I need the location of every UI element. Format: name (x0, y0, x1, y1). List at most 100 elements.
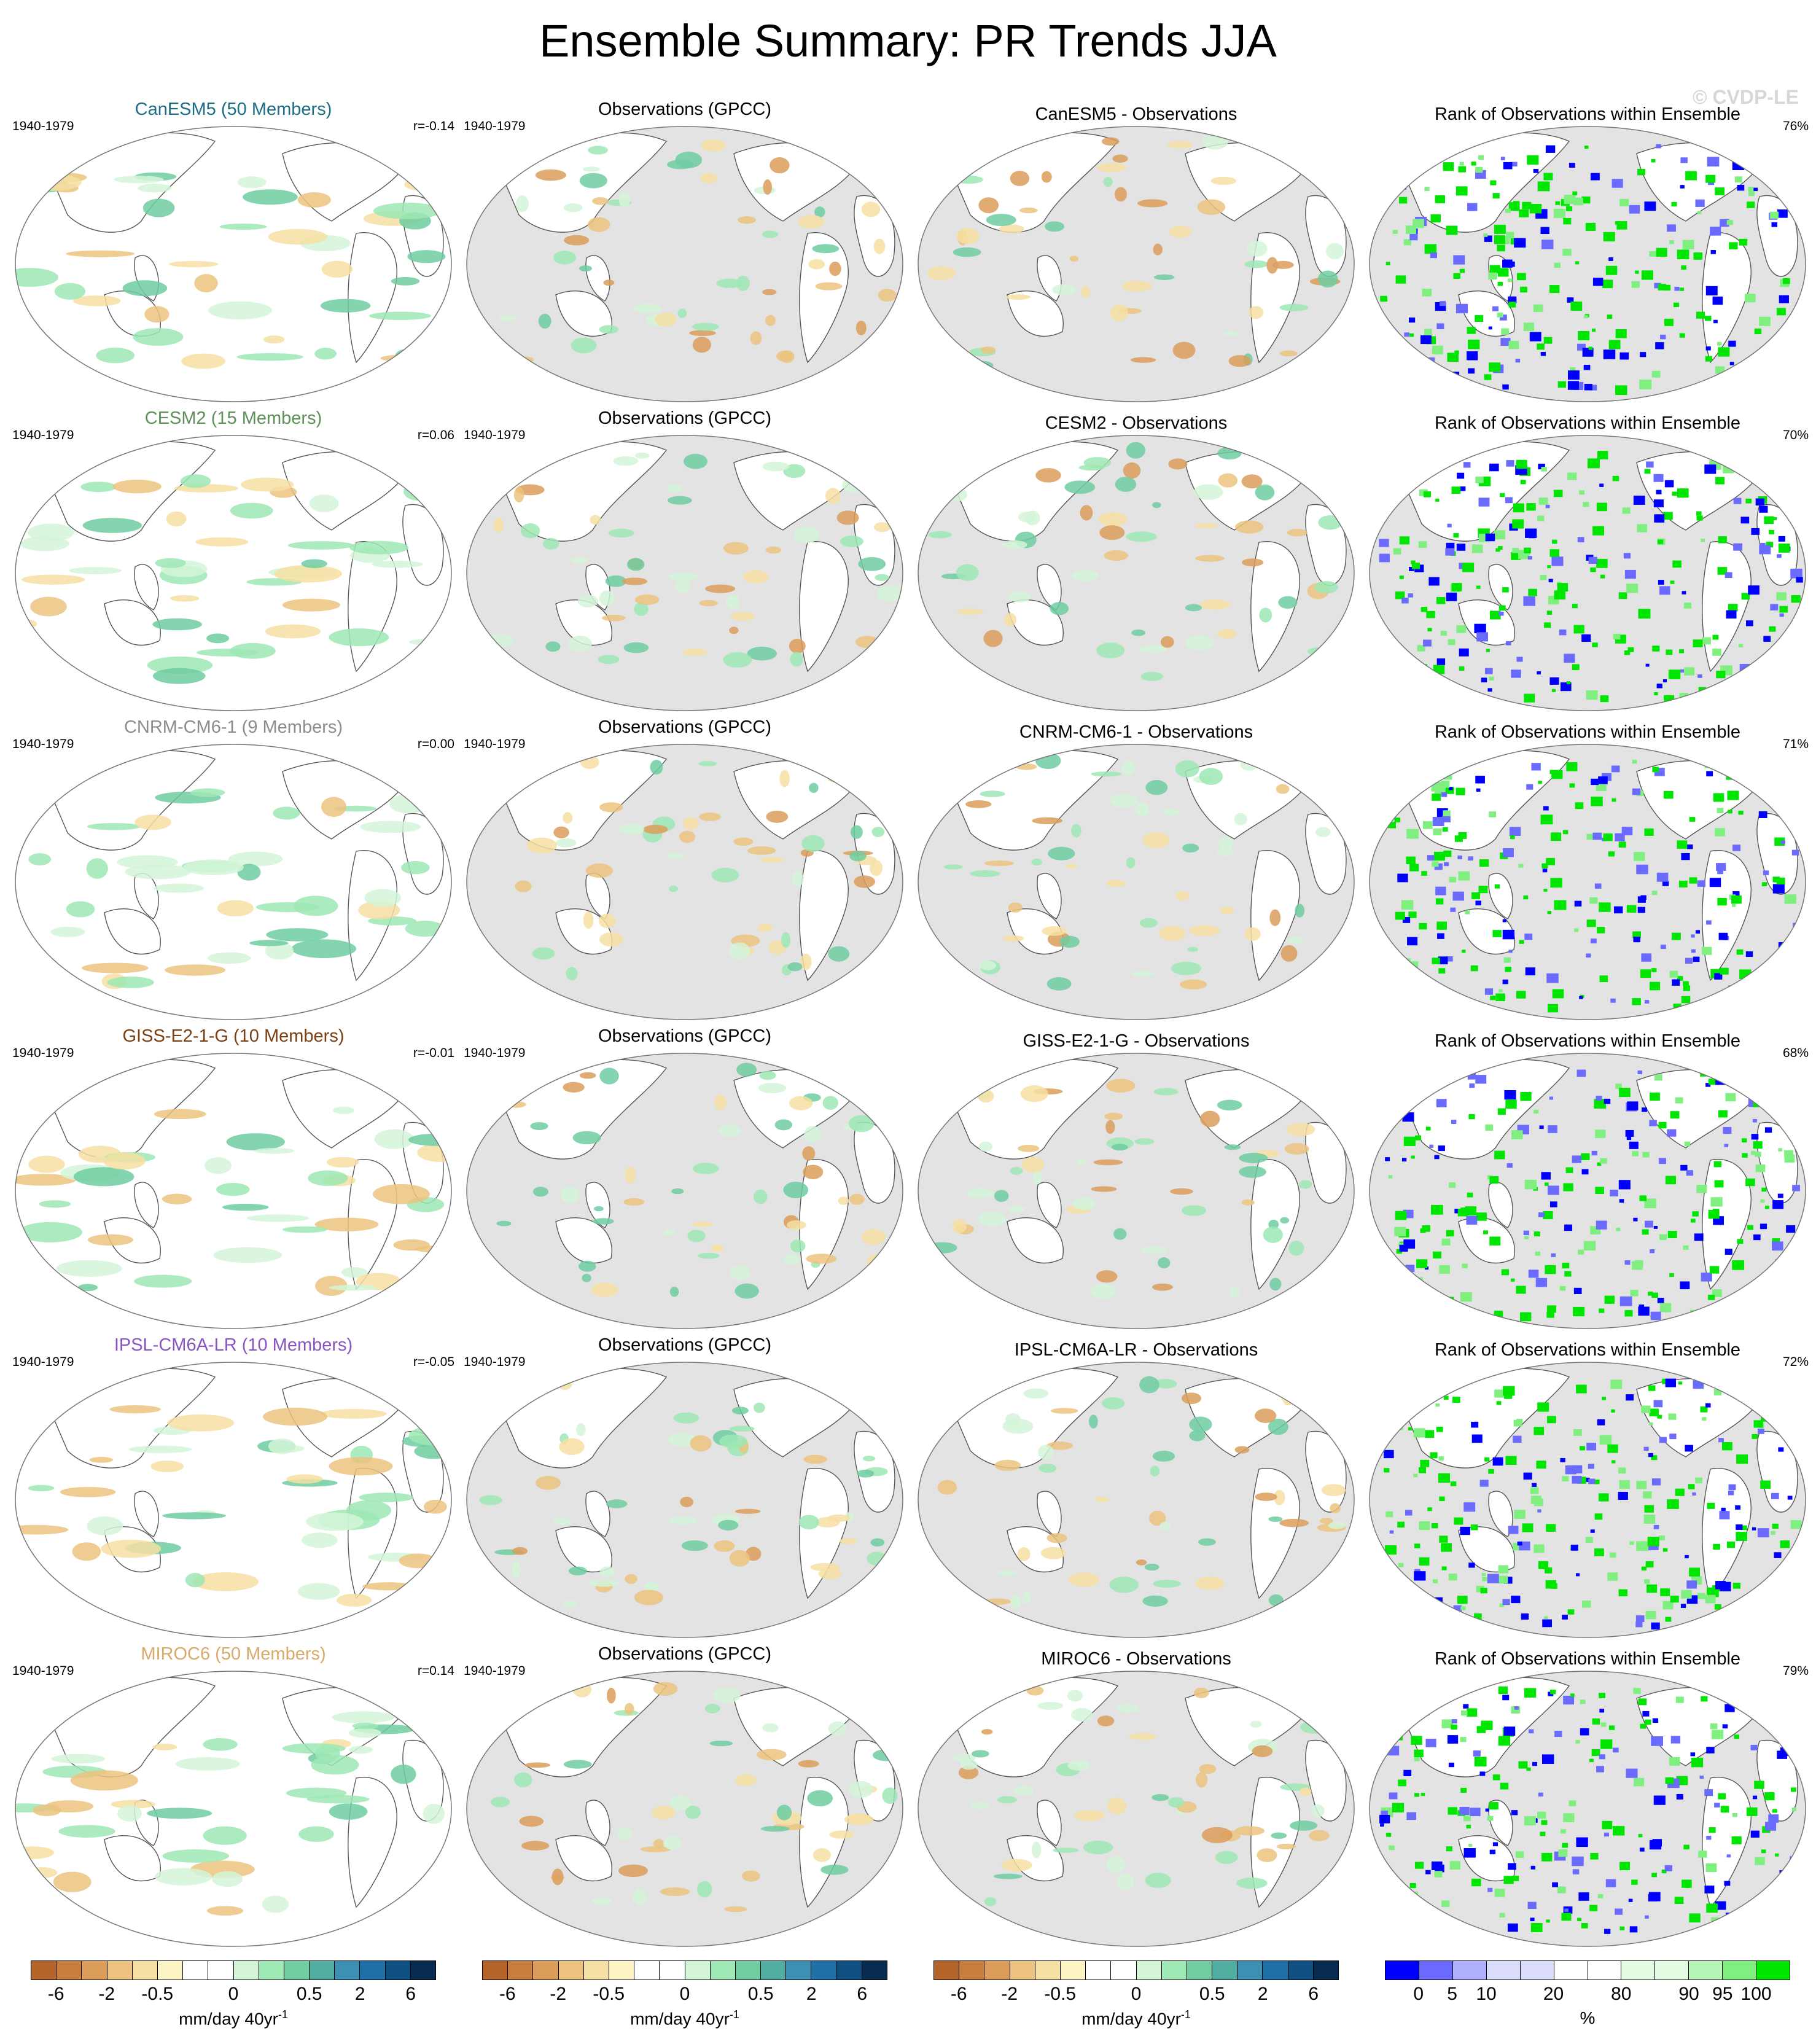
rank-grid-cell (1603, 232, 1615, 242)
rank-grid-cell (1776, 877, 1785, 885)
trend-anomaly-patch (971, 1750, 989, 1758)
rank-grid-cell (1546, 1524, 1556, 1532)
trend-anomaly-patch (1171, 961, 1201, 975)
trend-anomaly-patch (579, 265, 593, 272)
rank-grid-cell (1476, 788, 1481, 792)
period-label: 1940-1979 (12, 1664, 74, 1678)
trend-anomaly-patch (1077, 1158, 1086, 1164)
rank-grid-cell (1563, 1813, 1575, 1822)
trend-anomaly-patch (1140, 672, 1163, 681)
rank-grid-cell (1701, 1696, 1708, 1702)
rank-grid-cell (1713, 319, 1718, 324)
rank-grid-cell (1430, 252, 1438, 259)
rank-grid-cell (1643, 1491, 1652, 1499)
rank-grid-cell (1619, 1296, 1632, 1306)
correlation-label: r=0.06 (417, 428, 454, 442)
rank-grid-cell (1602, 1820, 1613, 1830)
colorbar-swatch (1187, 1961, 1213, 1980)
rank-grid-cell (1715, 1311, 1726, 1320)
trend-anomaly-patch (760, 857, 784, 863)
map-border (1369, 1362, 1806, 1638)
trend-anomaly-patch (329, 628, 389, 647)
rank-grid-cell (1408, 1427, 1413, 1431)
rank-grid-cell (1641, 1566, 1646, 1571)
trend-anomaly-patch (1153, 274, 1175, 280)
rank-grid-cell (1680, 1164, 1688, 1171)
trend-anomaly-patch (738, 216, 756, 224)
rank-grid-cell (1713, 1161, 1722, 1168)
rank-grid-cell (1502, 587, 1509, 593)
colorbar-swatch (1756, 1961, 1790, 1980)
trend-anomaly-patch (937, 1699, 949, 1706)
rank-grid-cell (1728, 604, 1738, 612)
rank-grid-cell (1400, 1930, 1409, 1938)
trend-anomaly-patch (652, 1806, 676, 1820)
land-outline (585, 1182, 610, 1228)
rank-grid-cell (1540, 227, 1549, 235)
trend-anomaly-patch (114, 176, 164, 184)
map-border (918, 1053, 1355, 1329)
rank-grid-cell (1389, 956, 1402, 967)
trend-anomaly-patch (653, 1682, 678, 1696)
rank-grid-cell (1537, 1509, 1541, 1513)
trend-anomaly-patch (692, 322, 719, 331)
rank-grid-cell (1453, 533, 1459, 538)
trend-anomaly-patch (1290, 1820, 1318, 1831)
map-border (1369, 744, 1806, 1020)
rank-grid-cell (1745, 679, 1757, 689)
colorbar-swatch (1161, 1961, 1187, 1980)
trend-anomaly-patch (360, 821, 421, 833)
rank-grid-cell (1385, 1115, 1390, 1120)
rank-grid-cell (1427, 1393, 1435, 1400)
colorbar-swatch (1313, 1961, 1338, 1980)
rank-grid-cell (1766, 1607, 1779, 1617)
rank-grid-cell (1517, 1541, 1522, 1546)
rank-grid-cell (1775, 1259, 1786, 1268)
trend-anomaly-patch (33, 1804, 61, 1816)
diff-map (918, 126, 1355, 402)
trend-anomaly-patch (634, 1590, 663, 1605)
rank-grid-cell (1774, 1552, 1782, 1558)
trend-anomaly-patch (167, 1414, 235, 1432)
diff-title: CNRM-CM6-1 - Observations (1019, 722, 1253, 742)
rank-grid-cell (1555, 201, 1561, 205)
rank-grid-cell (1476, 1212, 1487, 1221)
rank-grid-cell (1470, 1524, 1478, 1531)
rank-grid-cell (1526, 503, 1536, 511)
rank-grid-cell (1485, 668, 1493, 674)
rank-grid-cell (1715, 1581, 1726, 1590)
colorbar-swatch (934, 1961, 960, 1980)
rank-grid-cell (1418, 1467, 1426, 1473)
rank-grid-cell (1422, 336, 1429, 341)
rank-grid-cell (1683, 603, 1692, 609)
rank-grid-cell (1751, 528, 1760, 535)
rank-grid-cell (1738, 810, 1744, 815)
rank-grid-cell (1506, 460, 1514, 467)
trend-anomaly-patch (598, 655, 620, 665)
rank-grid-cell (1764, 1792, 1775, 1801)
obs-map-panel: Observations (GPCC) 1940-1979 (464, 407, 906, 714)
rank-grid-cell (1710, 1723, 1718, 1730)
rank-grid-cell (1562, 1262, 1570, 1269)
rank-grid-cell (1651, 1873, 1657, 1878)
trend-anomaly-patch (321, 797, 347, 817)
rank-grid-cell (1417, 645, 1425, 652)
rank-grid-cell (1624, 1260, 1631, 1265)
rank-grid-cell (1581, 1169, 1589, 1175)
rank-grid-cell (1533, 1544, 1545, 1553)
rank-grid-cell (1529, 332, 1541, 341)
rank-grid-cell (1527, 155, 1539, 165)
rank-grid-cell (1564, 195, 1576, 205)
rank-grid-cell (1519, 940, 1524, 944)
trend-anomaly-patch (326, 1157, 359, 1168)
trend-anomaly-patch (582, 166, 601, 172)
rank-grid-cell (1632, 788, 1641, 795)
rank-grid-cell (1572, 1856, 1584, 1867)
rank-grid-cell (1468, 368, 1475, 374)
rank-grid-cell (1382, 358, 1393, 367)
rank-grid-cell (1619, 1862, 1631, 1871)
rank-grid-cell (1553, 490, 1563, 497)
rank-grid-cell (1697, 674, 1702, 678)
trend-colorbar-obs: -6 -2 -0.5 0 0.5 2 6 mm/day 40yr-1 (482, 1960, 887, 2029)
rank-grid-cell (1550, 878, 1562, 888)
